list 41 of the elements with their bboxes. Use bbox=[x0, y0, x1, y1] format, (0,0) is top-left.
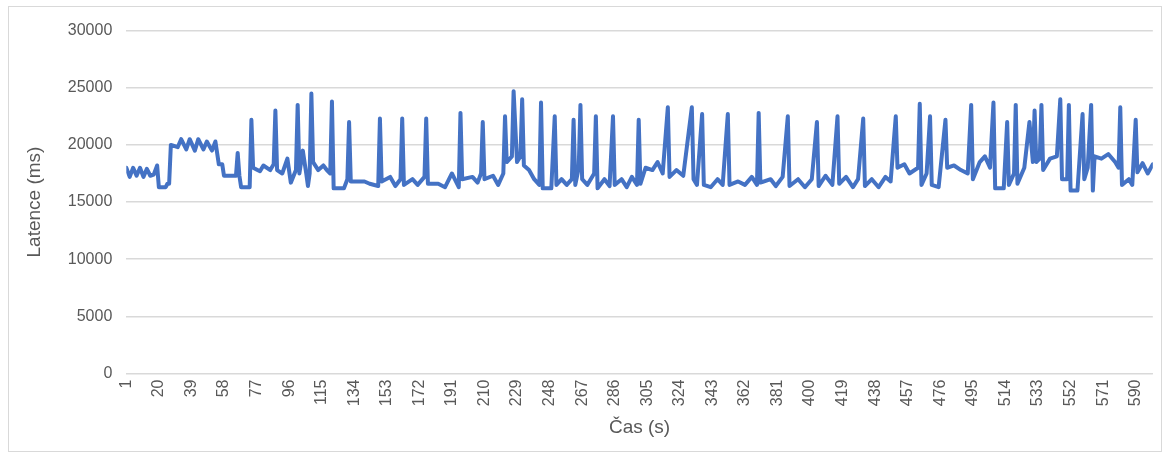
x-tick-label: 305 bbox=[637, 379, 655, 407]
x-tick-label: 571 bbox=[1093, 379, 1111, 407]
x-tick-label: 1 bbox=[116, 379, 134, 389]
x-tick-label: 324 bbox=[670, 379, 688, 407]
x-tick-label: 20 bbox=[149, 379, 167, 398]
x-tick-label: 210 bbox=[474, 379, 492, 407]
x-tick-label: 514 bbox=[995, 379, 1013, 407]
x-tick-label: 39 bbox=[181, 379, 199, 398]
x-tick-label: 153 bbox=[377, 379, 395, 407]
y-tick-label: 5000 bbox=[76, 306, 113, 324]
x-tick-label: 248 bbox=[540, 379, 557, 407]
x-tick-label: 134 bbox=[344, 379, 362, 407]
x-tick-label: 552 bbox=[1060, 379, 1078, 407]
y-tick-label: 15000 bbox=[67, 192, 113, 210]
x-tick-label: 286 bbox=[605, 379, 623, 407]
x-tick-label: 191 bbox=[442, 379, 460, 407]
x-tick-label: 400 bbox=[800, 379, 818, 407]
x-tick-label: 438 bbox=[865, 379, 883, 407]
x-tick-label: 476 bbox=[930, 379, 948, 407]
x-tick-label: 381 bbox=[767, 379, 785, 407]
x-tick-label: 533 bbox=[1028, 379, 1046, 407]
y-tick-label: 0 bbox=[103, 363, 113, 381]
x-tick-label: 96 bbox=[279, 379, 297, 398]
x-tick-label: 172 bbox=[409, 379, 427, 407]
x-tick-label: 362 bbox=[735, 379, 753, 407]
x-tick-label: 77 bbox=[246, 379, 264, 398]
x-tick-label: 590 bbox=[1126, 379, 1144, 407]
y-tick-label: 20000 bbox=[67, 135, 113, 153]
x-tick-label: 58 bbox=[214, 379, 232, 398]
x-tick-label: 457 bbox=[898, 379, 916, 407]
y-tick-label: 10000 bbox=[67, 249, 113, 267]
y-tick-label: 25000 bbox=[67, 78, 113, 96]
x-tick-label: 419 bbox=[833, 379, 851, 407]
x-tick-label: 229 bbox=[507, 379, 525, 407]
y-axis-title: Latence (ms) bbox=[22, 146, 44, 258]
x-tick-label: 267 bbox=[572, 379, 590, 407]
x-axis-title: Čas (s) bbox=[608, 415, 671, 437]
x-tick-label: 343 bbox=[702, 379, 720, 407]
x-tick-label: 495 bbox=[963, 379, 981, 407]
y-tick-label: 30000 bbox=[67, 21, 113, 39]
x-tick-label: 115 bbox=[312, 379, 330, 406]
